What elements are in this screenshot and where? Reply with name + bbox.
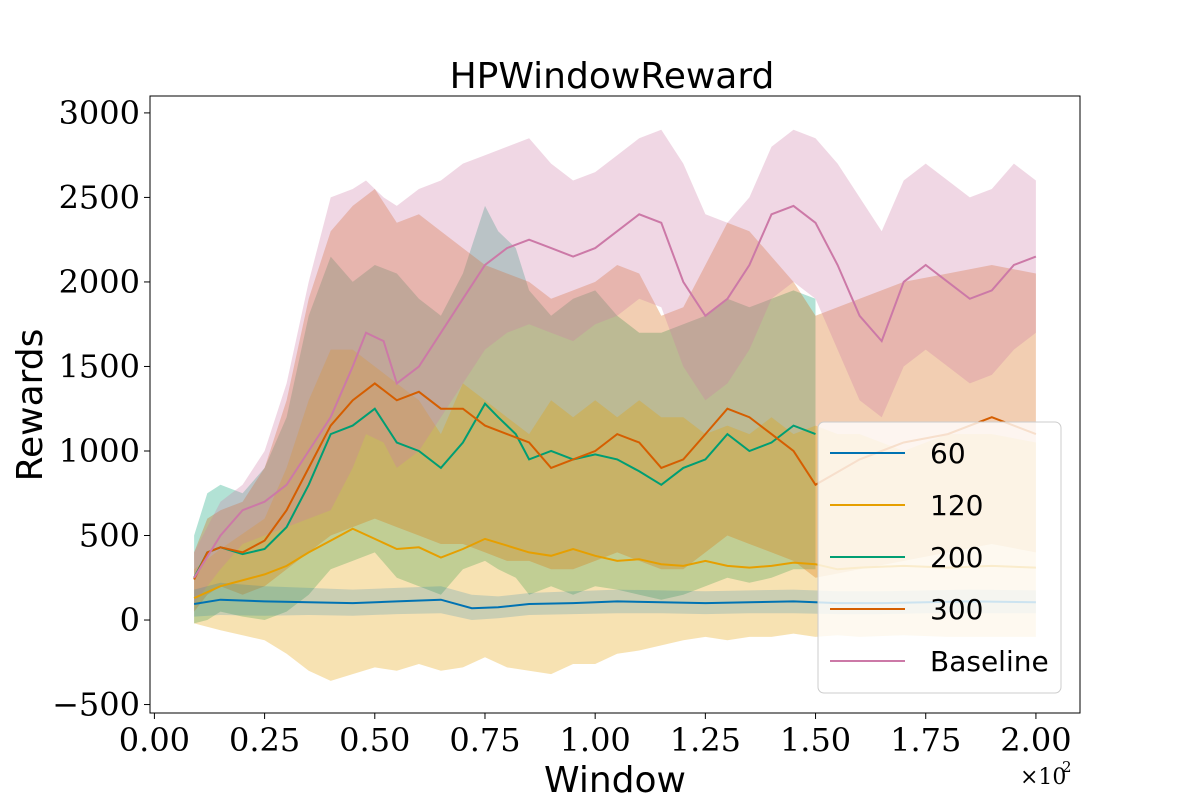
x-tick-label: 0.00 [119, 721, 190, 759]
y-tick-label: 3000 [59, 94, 140, 132]
line-series-4 [193, 204, 1037, 579]
x-offset-base: ×10 [1020, 765, 1066, 790]
legend-label: 60 [930, 437, 966, 470]
legend-label: Baseline [930, 645, 1049, 678]
y-tick-label: 500 [79, 517, 140, 555]
y-axis-label: Rewards [10, 329, 51, 482]
x-axis-label: Window [544, 760, 686, 800]
y-axis-ticks: −500 0 500 1000 1500 2000 2500 3000 [52, 94, 150, 724]
band-series-2 [194, 205, 816, 624]
y-tick-label: 2000 [59, 263, 140, 301]
y-tick-label: 0 [120, 601, 140, 639]
x-tick-label: 0.75 [449, 721, 520, 759]
legend: 60 120 200 300 Baseline [817, 421, 1062, 694]
x-tick-label: 1.25 [670, 721, 741, 759]
x-axis-offset: ×10 2 [1020, 758, 1072, 790]
x-offset-exponent: 2 [1062, 758, 1072, 776]
x-tick-label: 0.25 [229, 721, 300, 759]
legend-label: 120 [930, 489, 983, 522]
line-series-3 [193, 382, 1037, 580]
y-tick-label: 2500 [59, 178, 140, 216]
x-tick-label: 0.50 [339, 721, 410, 759]
line-series-2 [193, 402, 816, 579]
legend-label: 200 [930, 541, 983, 574]
plot-frame [149, 95, 1081, 714]
x-axis-ticks: 0.00 0.25 0.50 0.75 1.00 1.25 1.50 1.75 2.00 [119, 713, 1072, 759]
x-tick-label: 1.00 [560, 721, 631, 759]
y-tick-label: −500 [52, 686, 140, 724]
band-series-4 [194, 129, 1036, 604]
legend-box [817, 421, 1062, 694]
chart-title: HPWindowReward [450, 56, 775, 97]
y-tick-label: 1000 [59, 432, 140, 470]
x-tick-label: 1.75 [890, 721, 961, 759]
y-tick-label: 1500 [59, 347, 140, 385]
x-tick-label: 1.50 [780, 721, 851, 759]
x-tick-label: 2.00 [1000, 721, 1071, 759]
legend-label: 300 [930, 593, 983, 626]
